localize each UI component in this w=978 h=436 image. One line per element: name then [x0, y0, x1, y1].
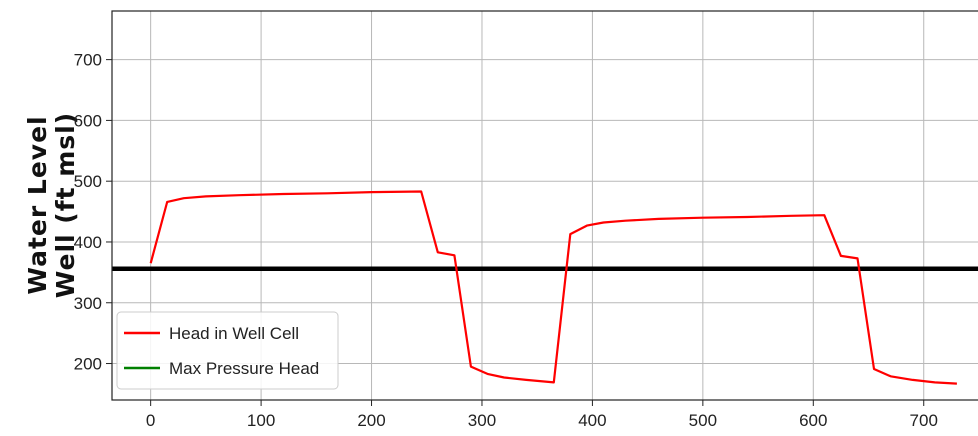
- x-tick-label-0: 0: [146, 411, 155, 430]
- x-tick-label-700: 700: [910, 411, 938, 430]
- y-axis-label: Water Level Well (ft msl): [23, 112, 80, 298]
- x-tick-label-600: 600: [799, 411, 827, 430]
- y-tick-label-300: 300: [74, 294, 102, 313]
- x-tick-label-100: 100: [247, 411, 275, 430]
- y-tick-label-400: 400: [74, 233, 102, 252]
- legend-label-head-in-well-cell: Head in Well Cell: [169, 324, 299, 343]
- y-axis-label-line-2: Well (ft msl): [51, 112, 80, 298]
- x-tick-label-400: 400: [578, 411, 606, 430]
- x-tick-label-500: 500: [689, 411, 717, 430]
- y-tick-label-600: 600: [74, 111, 102, 130]
- series-layer: [149, 190, 957, 385]
- legend: Head in Well Cell Max Pressure Head: [116, 311, 339, 390]
- grid: [112, 11, 978, 400]
- plot-frame: [111, 10, 978, 401]
- x-axis-ticks: 0 100 200 300 400 500 600 700: [146, 400, 938, 430]
- legend-box: [116, 311, 339, 390]
- legend-label-max-pressure-head: Max Pressure Head: [169, 359, 319, 378]
- y-axis-ticks: 200 300 400 500 600 700: [74, 51, 112, 374]
- y-tick-label-500: 500: [74, 172, 102, 191]
- y-tick-label-700: 700: [74, 51, 102, 70]
- series-line-0: [149, 190, 957, 385]
- y-tick-label-200: 200: [74, 355, 102, 374]
- x-tick-label-200: 200: [357, 411, 385, 430]
- x-tick-label-300: 300: [468, 411, 496, 430]
- y-axis-label-line-1: Water Level: [23, 115, 52, 294]
